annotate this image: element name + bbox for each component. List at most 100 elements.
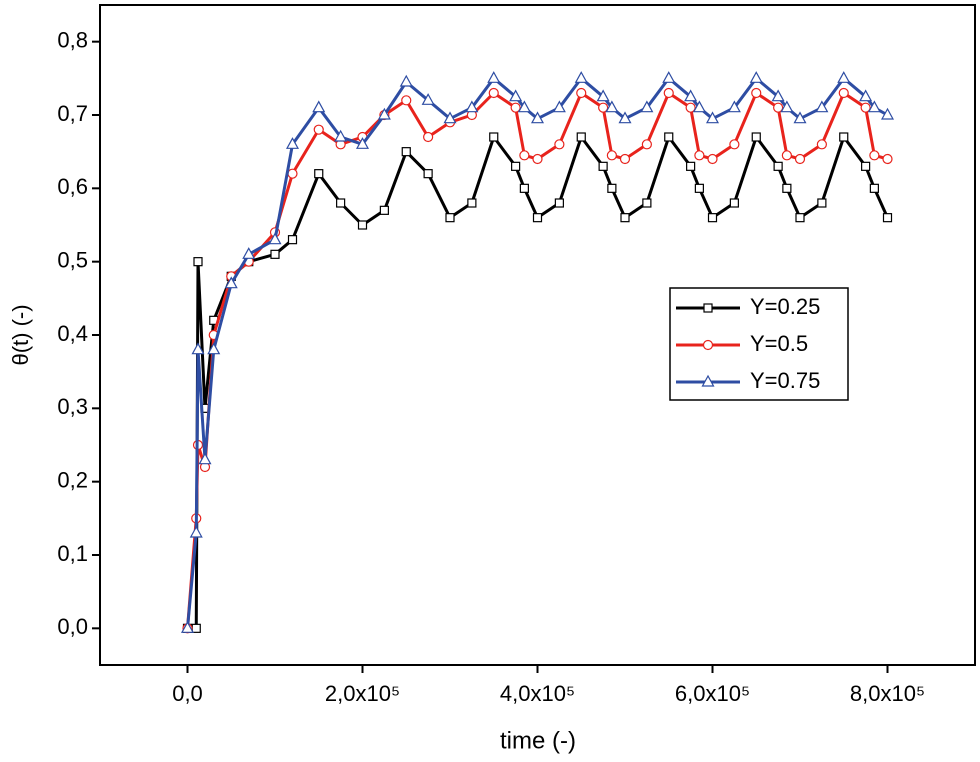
marker: [530, 111, 545, 124]
marker: [287, 235, 298, 245]
marker: [782, 183, 792, 193]
marker: [729, 139, 740, 150]
marker: [423, 169, 433, 179]
marker: [707, 153, 718, 165]
marker: [816, 139, 827, 150]
marker: [574, 71, 588, 83]
marker: [519, 150, 530, 161]
marker: [334, 129, 348, 142]
y-tick-label: 0,4: [57, 321, 88, 346]
marker: [860, 102, 871, 113]
marker: [607, 183, 617, 193]
marker: [882, 153, 893, 165]
marker: [684, 89, 698, 102]
marker: [489, 132, 499, 142]
marker: [465, 100, 479, 113]
marker: [532, 153, 543, 165]
marker: [554, 139, 565, 150]
marker: [641, 139, 652, 150]
marker: [686, 161, 696, 171]
marker: [663, 87, 674, 99]
marker: [795, 213, 805, 223]
marker: [869, 183, 879, 193]
y-tick-label: 0,3: [57, 394, 88, 419]
marker: [729, 198, 739, 208]
legend-label: Y=0.25: [750, 294, 820, 319]
marker: [773, 161, 783, 171]
marker: [771, 89, 785, 102]
marker: [773, 102, 784, 113]
marker: [312, 100, 326, 113]
y-axis-label: θ(t) (-): [8, 304, 33, 365]
marker: [554, 198, 564, 208]
marker: [882, 213, 893, 223]
marker: [355, 137, 370, 149]
marker: [596, 89, 610, 102]
marker: [517, 100, 531, 113]
marker: [401, 147, 411, 157]
marker: [702, 339, 714, 351]
marker: [781, 150, 792, 161]
marker: [357, 220, 368, 230]
marker: [793, 111, 807, 124]
marker: [642, 198, 652, 208]
marker: [532, 213, 543, 223]
marker: [421, 93, 435, 105]
marker: [751, 87, 762, 99]
marker: [180, 621, 195, 633]
marker: [705, 111, 720, 124]
marker: [703, 303, 713, 313]
marker: [313, 124, 324, 135]
marker: [287, 168, 298, 179]
marker: [510, 102, 521, 113]
legend-label: Y=0.75: [750, 368, 820, 393]
marker: [869, 150, 880, 161]
marker: [837, 71, 851, 83]
marker: [867, 100, 881, 113]
marker: [780, 100, 794, 113]
marker: [707, 213, 718, 223]
marker: [815, 100, 829, 113]
marker: [605, 100, 619, 113]
marker: [620, 213, 630, 223]
marker: [268, 232, 282, 245]
marker: [694, 150, 705, 161]
marker: [193, 257, 203, 267]
marker: [488, 87, 499, 99]
marker: [270, 249, 280, 259]
y-tick-label: 0,7: [57, 101, 88, 126]
marker: [423, 131, 434, 143]
x-tick-label: 6,0x10⁵: [675, 681, 750, 706]
y-tick-label: 0,2: [57, 467, 88, 492]
x-tick-label: 2,0x10⁵: [325, 681, 400, 706]
marker: [861, 161, 871, 171]
marker: [664, 132, 674, 142]
marker: [859, 89, 873, 102]
marker: [519, 183, 529, 193]
marker: [224, 276, 238, 289]
y-tick-label: 0,0: [57, 614, 88, 639]
marker: [336, 198, 346, 208]
marker: [749, 71, 763, 83]
marker: [598, 161, 608, 171]
y-tick-label: 0,5: [57, 247, 88, 272]
marker: [817, 198, 827, 208]
marker: [207, 342, 221, 355]
marker: [618, 111, 632, 124]
marker: [198, 452, 212, 465]
x-tick-label: 0,0: [172, 681, 203, 706]
marker: [401, 95, 412, 106]
legend-label: Y=0.5: [750, 331, 808, 356]
marker: [662, 71, 676, 83]
marker: [751, 132, 761, 142]
marker: [701, 374, 715, 387]
marker: [619, 153, 631, 165]
marker: [314, 169, 324, 179]
marker: [727, 100, 741, 113]
y-tick-label: 0,1: [57, 541, 88, 566]
marker: [242, 247, 256, 259]
marker: [467, 198, 477, 208]
marker: [377, 107, 391, 120]
x-tick-label: 4,0x10⁵: [500, 681, 575, 706]
marker: [576, 87, 587, 99]
